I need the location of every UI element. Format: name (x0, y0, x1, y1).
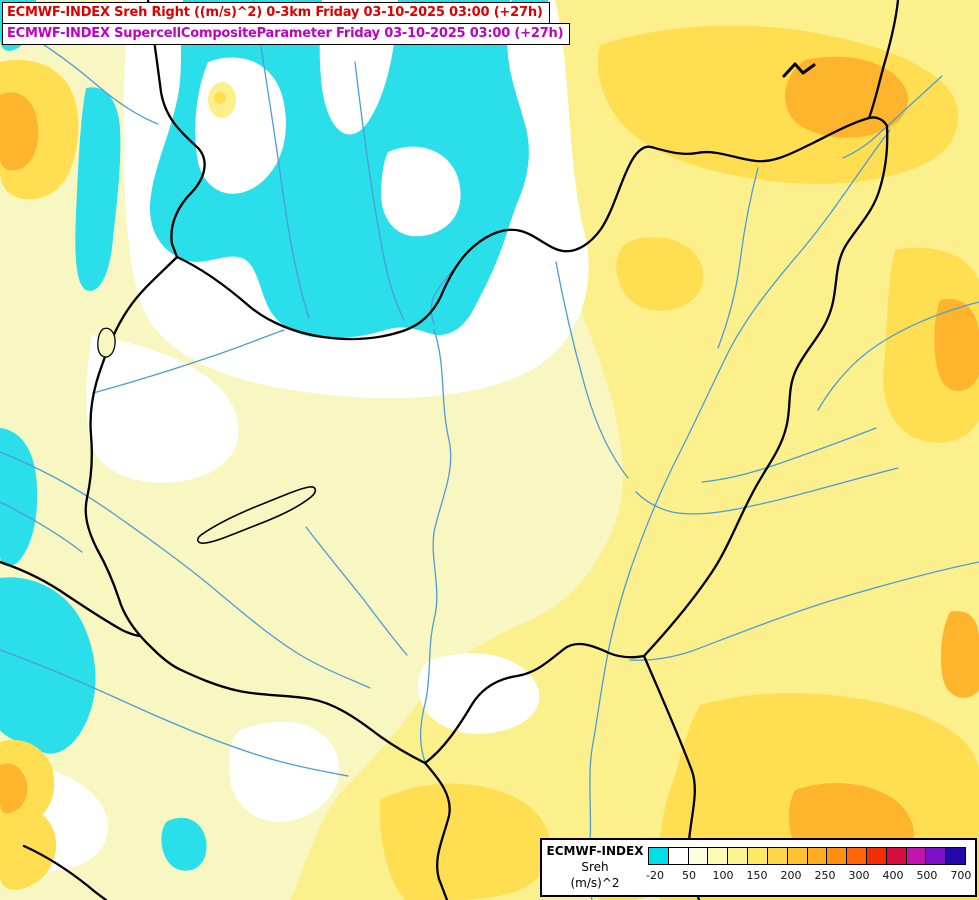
legend-color-segment (787, 848, 808, 864)
legend-tick-label: 100 (712, 869, 734, 882)
border-hungary-north (175, 116, 889, 341)
river-path (0, 649, 349, 777)
title-line-1: ECMWF-INDEX Sreh Right ((m/s)^2) 0-3km F… (2, 2, 550, 24)
border-hungary-west (84, 255, 181, 671)
river-path (253, 0, 310, 319)
legend-model-label: ECMWF-INDEX (546, 844, 644, 858)
orange-west-edge (0, 763, 28, 814)
river-path (629, 561, 979, 661)
gold-east-edge (883, 247, 979, 443)
legend-tick-label: 300 (848, 869, 870, 882)
contour-fill-white-south2 (417, 653, 540, 734)
legend-tick-label: 700 (950, 869, 972, 882)
legend-color-segment (906, 848, 927, 864)
lake-neusiedl (97, 327, 116, 358)
border-croatia-bosnia (22, 844, 108, 900)
legend-box: ECMWF-INDEX Sreh (m/s)^2 -20 50 100 150 200 2… (540, 838, 977, 897)
border-slovenia-croatia (0, 560, 141, 638)
legend-color-segment (649, 848, 669, 864)
river-path (635, 467, 899, 515)
contour-fill-west-gold-group (0, 739, 55, 828)
river-path (817, 301, 979, 411)
gold-dot-in-bay (214, 92, 226, 104)
river-path (717, 167, 759, 349)
orange-east-edge-low (940, 611, 979, 698)
orange-northwest (0, 92, 39, 171)
country-borders-group (0, 0, 900, 900)
river-path (555, 261, 629, 479)
legend-tick-label: 50 (681, 869, 696, 882)
gold-east-spot (616, 237, 704, 311)
legend-parameter-label: Sreh (581, 860, 609, 874)
lakes-group (97, 327, 317, 544)
river-path (92, 329, 285, 394)
cyan-west-lower (0, 577, 96, 754)
river-path (842, 75, 943, 159)
legend-color-segment (668, 848, 689, 864)
cyan-south-small (161, 817, 207, 871)
legend-units-label: (m/s)^2 (570, 876, 620, 890)
orange-east-edge (934, 298, 979, 391)
title-line-2: ECMWF-INDEX SupercellCompositeParameter … (2, 23, 571, 45)
border-hungary-south (423, 642, 646, 765)
legend-tick-label: -20 (646, 869, 664, 882)
legend-color-segment (748, 848, 768, 864)
river-path (0, 501, 83, 553)
legend-color-segment (866, 848, 887, 864)
legend-color-segment (688, 848, 709, 864)
border-hungary-southwest (177, 667, 427, 765)
legend-tick-label: 200 (780, 869, 802, 882)
title-box: ECMWF-INDEX Sreh Right ((m/s)^2) 0-3km F… (2, 2, 571, 45)
reservoir-mark (782, 62, 816, 78)
river-path (305, 526, 408, 656)
legend-tick-label: 250 (814, 869, 836, 882)
legend-color-segment (807, 848, 828, 864)
border-morava-northwest (146, 0, 206, 259)
legend-color-segment (946, 848, 965, 864)
legend-color-segment (728, 848, 749, 864)
legend-tick-label: 150 (746, 869, 768, 882)
contour-fill-white-south1 (228, 721, 340, 822)
white-bay-3 (380, 146, 461, 237)
contour-fill-white-west (86, 335, 239, 483)
legend-text-block: ECMWF-INDEX Sreh (m/s)^2 (542, 843, 648, 891)
border-danube-south (423, 761, 451, 900)
legend-color-segment (767, 848, 788, 864)
river-path (587, 129, 891, 900)
border-hungary-east (642, 124, 889, 658)
legend-color-bar (648, 847, 966, 865)
cyan-west-strip-upper (75, 87, 121, 291)
legend-ticks: -20 50 100 150 200 250 300 400 500 700 (646, 869, 971, 885)
river-path (0, 451, 371, 689)
gold-south-center (379, 783, 550, 900)
cyan-west-strip-mid (0, 428, 38, 567)
border-slovakia-ukraine (867, 0, 900, 120)
lake-balaton (197, 486, 317, 544)
legend-tick-label: 500 (916, 869, 938, 882)
legend-tick-label: 400 (882, 869, 904, 882)
river-path (419, 329, 452, 763)
legend-color-segment (827, 848, 848, 864)
legend-color-segment (886, 848, 907, 864)
legend-color-segment (708, 848, 729, 864)
legend-color-segment (926, 848, 947, 864)
river-path (354, 61, 405, 321)
legend-color-segment (847, 848, 867, 864)
